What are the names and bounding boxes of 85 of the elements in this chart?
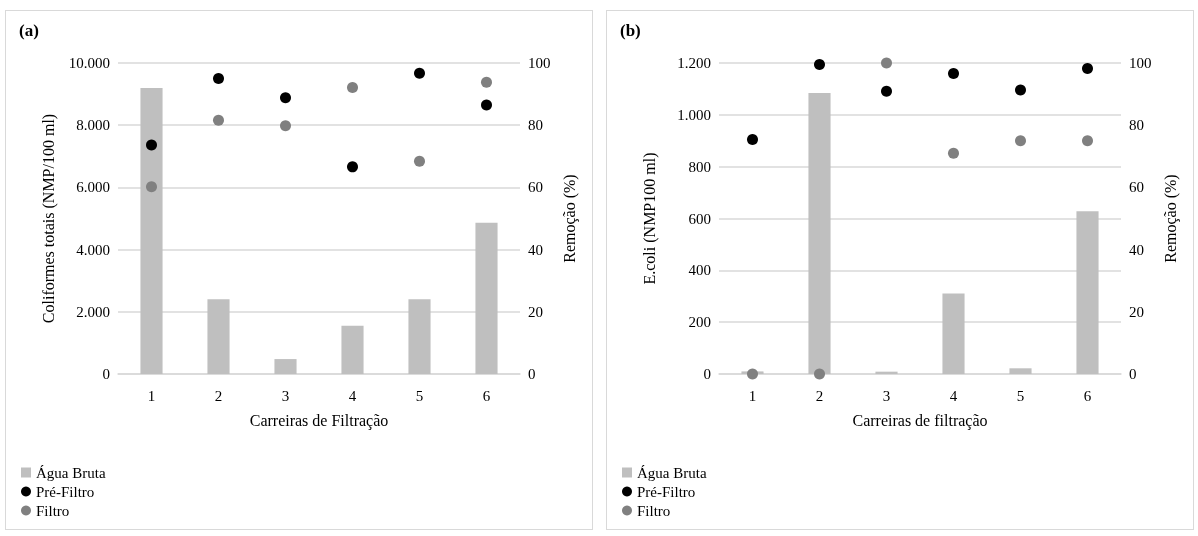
- bar: [942, 293, 965, 374]
- y-tick-label: 6.000: [76, 179, 110, 196]
- x-tick-label: 2: [815, 387, 824, 404]
- y2-axis-title: Remoção (%): [560, 174, 579, 263]
- legend-label: Água Bruta: [36, 464, 106, 481]
- x-axis-title: Carreiras de filtração: [852, 411, 988, 430]
- point: [146, 139, 157, 151]
- point: [881, 85, 892, 97]
- point: [1082, 135, 1093, 147]
- y-tick-label: 4.000: [76, 241, 110, 258]
- bar: [808, 93, 831, 374]
- x-tick-label: 1: [147, 387, 156, 404]
- y-axis-title: Coliformes totais (NMP/100 ml): [39, 113, 58, 324]
- point: [1015, 84, 1026, 96]
- x-tick-label: 3: [281, 387, 290, 404]
- x-tick-label: 4: [949, 387, 958, 404]
- y-tick-label: 1.200: [677, 55, 711, 71]
- y-tick-label: 0: [703, 366, 711, 382]
- bar: [408, 299, 431, 374]
- bar: [475, 222, 498, 374]
- x-tick-label: 2: [214, 387, 223, 404]
- bar: [274, 359, 297, 374]
- point: [347, 161, 358, 173]
- y-tick-label: 200: [688, 314, 711, 331]
- y2-tick-label: 20: [528, 303, 543, 320]
- point: [280, 120, 291, 132]
- y2-tick-label: 80: [1129, 117, 1144, 134]
- point: [414, 155, 425, 167]
- bar: [1009, 368, 1032, 374]
- point: [280, 92, 291, 104]
- y2-tick-label: 100: [1129, 55, 1152, 71]
- y-tick-label: 400: [688, 262, 711, 279]
- y2-tick-label: 100: [528, 55, 551, 71]
- legend-label: Pré-Filtro: [36, 483, 95, 500]
- y-tick-label: 8.000: [76, 117, 110, 134]
- x-tick-label: 5: [1016, 387, 1025, 404]
- bar: [140, 87, 163, 374]
- x-tick-label: 1: [748, 387, 757, 404]
- y2-axis-title: Remoção (%): [1161, 174, 1180, 263]
- point: [747, 134, 758, 145]
- legend-label: Filtro: [36, 502, 70, 519]
- point: [948, 147, 959, 159]
- chart-title: (a): [19, 21, 39, 40]
- y-tick-label: 1.000: [677, 106, 711, 123]
- y2-tick-label: 60: [528, 179, 543, 196]
- point: [481, 99, 492, 111]
- bar: [207, 299, 230, 374]
- x-tick-label: 6: [482, 387, 491, 404]
- point: [347, 82, 358, 94]
- y2-tick-label: 80: [528, 117, 543, 134]
- point: [414, 67, 425, 79]
- legend-label: Pré-Filtro: [637, 483, 696, 500]
- point: [146, 181, 157, 193]
- point: [814, 59, 825, 71]
- y2-tick-label: 40: [528, 241, 543, 258]
- y-tick-label: 800: [688, 158, 711, 175]
- point: [481, 76, 492, 88]
- x-axis-title: Carreiras de Filtração: [249, 411, 389, 430]
- legend-label: Água Bruta: [637, 464, 707, 481]
- point: [948, 68, 959, 80]
- legend-label: Filtro: [637, 502, 671, 519]
- y2-tick-label: 0: [528, 366, 536, 382]
- bar: [341, 325, 364, 374]
- y-tick-label: 10.000: [68, 55, 110, 71]
- y2-tick-label: 60: [1129, 179, 1144, 196]
- y-tick-label: 2.000: [76, 303, 110, 320]
- point: [881, 57, 892, 69]
- x-tick-label: 4: [348, 387, 357, 404]
- y2-tick-label: 20: [1129, 303, 1144, 320]
- y-tick-label: 0: [102, 366, 110, 382]
- x-tick-label: 6: [1083, 387, 1092, 404]
- y2-tick-label: 40: [1129, 241, 1144, 258]
- chart-title: (b): [620, 21, 641, 40]
- y-tick-label: 600: [688, 210, 711, 227]
- point: [814, 368, 825, 380]
- point: [747, 368, 758, 380]
- bar: [1076, 211, 1099, 374]
- y-axis-title: E.coli (NMP100 ml): [640, 152, 659, 285]
- point: [213, 73, 224, 85]
- y2-tick-label: 0: [1129, 366, 1137, 382]
- x-tick-label: 5: [415, 387, 424, 404]
- point: [1015, 135, 1026, 147]
- point: [213, 114, 224, 126]
- x-tick-label: 3: [882, 387, 891, 404]
- point: [1082, 63, 1093, 75]
